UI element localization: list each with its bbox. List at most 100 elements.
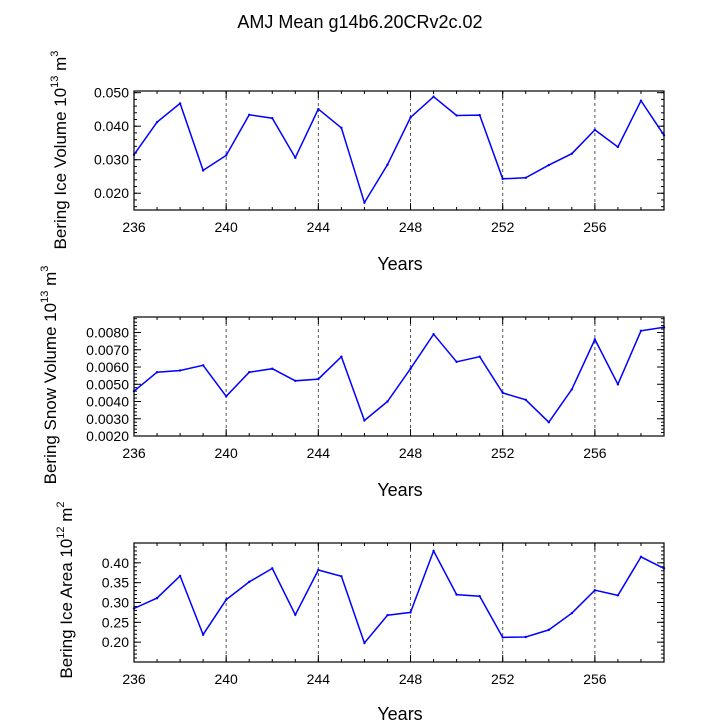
data-point: [178, 369, 182, 372]
data-point: [178, 102, 182, 105]
data-point: [224, 154, 228, 157]
data-point: [155, 596, 159, 600]
y-tick-label: 0.0020: [86, 428, 129, 444]
x-tick-label: 240: [214, 445, 238, 461]
data-point: [201, 633, 205, 636]
data-point: [501, 391, 504, 395]
data-point: [340, 126, 343, 130]
x-tick-label: 236: [122, 671, 146, 687]
x-tick-label: 256: [583, 445, 607, 461]
data-point: [455, 114, 458, 117]
data-point: [201, 364, 205, 367]
data-point: [248, 370, 251, 374]
data-point: [547, 163, 550, 167]
data-point: [386, 400, 389, 403]
data-point: [224, 598, 228, 601]
y-tick-label: 0.40: [102, 555, 129, 571]
x-tick-label: 252: [491, 219, 515, 235]
data-point: [616, 383, 620, 386]
data-point: [501, 177, 504, 181]
data-point: [432, 95, 435, 98]
data-point: [501, 636, 504, 639]
data-point: [340, 575, 343, 578]
y-tick-label: 0.020: [94, 185, 129, 201]
data-point: [201, 169, 205, 172]
y-tick-label: 0.20: [102, 634, 129, 650]
data-point: [248, 580, 251, 584]
x-tick-label: 240: [214, 219, 238, 235]
y-tick-label: 0.30: [102, 595, 129, 611]
y-tick-label: 0.0080: [86, 325, 129, 341]
data-point: [155, 120, 159, 124]
plot-frame: [133, 542, 665, 663]
data-point: [294, 156, 297, 159]
y-tick-label: 0.0030: [86, 411, 129, 427]
y-axis-label: Bering Ice Area 1012 m2: [55, 501, 76, 678]
ice-area-panel: Years Bering Ice Area 1012 m2 236 240 244 2…: [55, 501, 666, 722]
data-point: [639, 555, 643, 559]
x-tick-label: 244: [307, 671, 331, 687]
data-point: [524, 635, 527, 639]
y-tick-label: 0.030: [94, 152, 129, 168]
data-point: [363, 201, 366, 204]
x-tick-label: 244: [307, 219, 331, 235]
x-tick-label: 248: [399, 445, 423, 461]
data-point: [363, 641, 366, 645]
data-point: [317, 568, 320, 572]
y-tick-label: 0.0040: [86, 394, 129, 410]
x-axis-label: Years: [377, 480, 422, 500]
data-point: [478, 355, 481, 358]
y-tick-label: 0.0070: [86, 342, 129, 358]
plot-frame: [133, 316, 665, 437]
x-tick-label: 248: [399, 671, 423, 687]
x-tick-label: 256: [583, 219, 607, 235]
data-point: [524, 176, 527, 180]
x-tick-label: 252: [491, 445, 515, 461]
y-tick-label: 0.0050: [86, 376, 129, 392]
y-tick-label: 0.35: [102, 575, 129, 591]
x-axis-label: Years: [377, 254, 422, 274]
data-point: [317, 377, 320, 381]
y-tick-label: 0.0060: [86, 359, 129, 375]
y-tick-label: 0.040: [94, 118, 129, 134]
series-line: [133, 326, 665, 424]
data-point: [340, 355, 343, 358]
ice-volume-panel: Years Bering Ice Volume 1013 m3 236 240 24…: [49, 51, 666, 274]
data-point: [639, 99, 643, 102]
data-point: [639, 329, 643, 332]
data-point: [386, 163, 389, 166]
data-point: [524, 398, 527, 401]
data-point: [155, 370, 159, 374]
data-point: [432, 333, 435, 336]
x-tick-label: 252: [491, 671, 515, 687]
data-point: [455, 360, 458, 364]
data-point: [478, 594, 481, 598]
data-point: [409, 611, 412, 614]
y-tick-label: 0.050: [94, 85, 129, 101]
data-point: [547, 628, 550, 632]
data-point: [455, 593, 458, 596]
data-point: [178, 574, 182, 578]
data-point: [478, 113, 481, 117]
data-point: [409, 367, 412, 370]
data-point: [248, 113, 251, 117]
chart-title: AMJ Mean g14b6.20CRv2c.02: [237, 12, 482, 32]
x-tick-label: 236: [122, 445, 146, 461]
data-point: [547, 421, 550, 424]
data-point: [271, 116, 274, 120]
x-tick-label: 256: [583, 671, 607, 687]
series-line: [133, 95, 665, 205]
data-point: [409, 116, 412, 119]
data-point: [294, 613, 297, 616]
data-point: [294, 379, 297, 383]
x-tick-label: 240: [214, 671, 238, 687]
data-point: [386, 613, 389, 617]
y-tick-label: 0.25: [102, 614, 129, 630]
series-line: [133, 549, 665, 645]
data-point: [570, 152, 574, 155]
x-tick-label: 236: [122, 219, 146, 235]
data-point: [570, 612, 574, 615]
data-point: [593, 128, 597, 132]
data-point: [317, 107, 320, 111]
